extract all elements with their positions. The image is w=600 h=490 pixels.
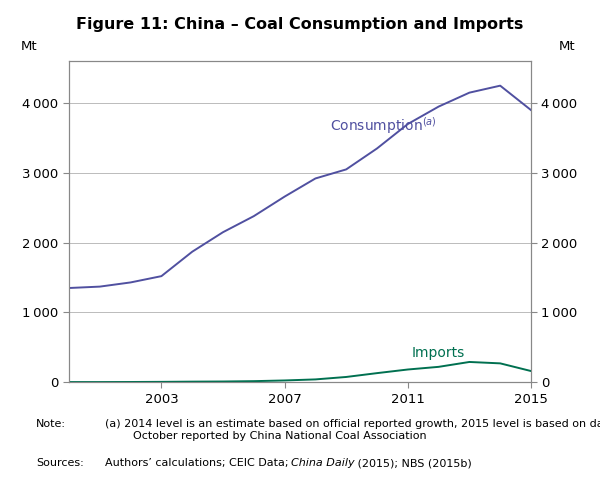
Text: (a) 2014 level is an estimate based on official reported growth, 2015 level is b: (a) 2014 level is an estimate based on o…: [105, 419, 600, 441]
Text: Mt: Mt: [20, 40, 37, 53]
Text: Consumption$^{(a)}$: Consumption$^{(a)}$: [330, 115, 437, 136]
Text: Imports: Imports: [412, 346, 465, 360]
Text: Authors’ calculations; CEIC Data;: Authors’ calculations; CEIC Data;: [105, 458, 291, 468]
Text: Mt: Mt: [558, 40, 575, 53]
Text: Note:: Note:: [36, 419, 66, 429]
Text: Figure 11: China – Coal Consumption and Imports: Figure 11: China – Coal Consumption and …: [76, 17, 524, 32]
Text: Sources:: Sources:: [36, 458, 84, 468]
Text: (2015); NBS (2015b): (2015); NBS (2015b): [355, 458, 472, 468]
Text: China Daily: China Daily: [291, 458, 355, 468]
